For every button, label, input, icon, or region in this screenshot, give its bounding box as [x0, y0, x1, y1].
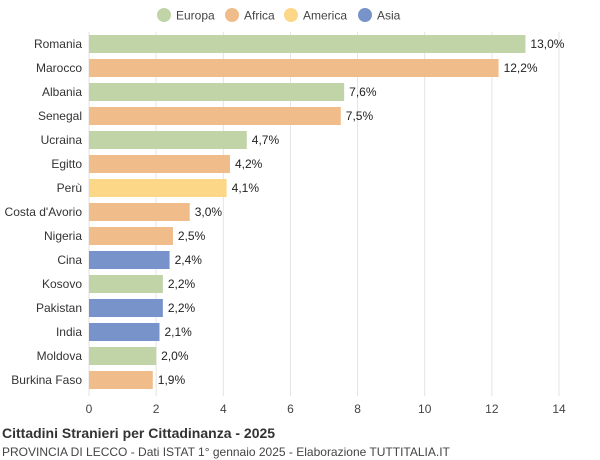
value-label-cina: 2,4% — [175, 253, 203, 267]
value-label-romania: 13,0% — [530, 37, 564, 51]
chart-title: Cittadini Stranieri per Cittadinanza - 2… — [2, 425, 276, 441]
category-label-marocco: Marocco — [36, 61, 82, 75]
bar-romania — [89, 35, 526, 53]
value-label-marocco: 12,2% — [504, 61, 538, 75]
category-label-ucraina: Ucraina — [41, 133, 83, 147]
legend: Europa Africa America Asia — [157, 8, 401, 23]
x-tick-label-4: 4 — [220, 402, 227, 416]
bar-egitto — [89, 155, 230, 173]
x-tick-label-10: 10 — [418, 402, 432, 416]
value-label-peru: 4,1% — [232, 181, 260, 195]
legend-label-asia: Asia — [377, 9, 401, 23]
category-label-romania: Romania — [34, 37, 82, 51]
value-label-ucraina: 4,7% — [252, 133, 280, 147]
x-tick-label-8: 8 — [354, 402, 361, 416]
x-axis-ticks: 0 2 4 6 8 10 12 14 — [86, 402, 566, 416]
legend-label-africa: Africa — [244, 9, 275, 23]
category-label-moldova: Moldova — [37, 349, 83, 363]
chart-subtitle: PROVINCIA DI LECCO - Dati ISTAT 1° genna… — [2, 445, 450, 459]
bars: Romania 13,0% Marocco 12,2% Albania 7,6% Seneg… — [5, 35, 565, 389]
bar-peru — [89, 179, 227, 197]
value-label-moldova: 2,0% — [161, 349, 189, 363]
category-label-costa-d-avorio: Costa d'Avorio — [5, 205, 83, 219]
bar-albania — [89, 83, 345, 101]
bar-senegal — [89, 107, 341, 125]
category-label-burkina-faso: Burkina Faso — [11, 373, 82, 387]
x-tick-label-2: 2 — [153, 402, 160, 416]
bar-costa-d-avorio — [89, 203, 190, 221]
value-label-albania: 7,6% — [349, 85, 377, 99]
value-label-costa-d-avorio: 3,0% — [195, 205, 223, 219]
value-label-burkina-faso: 1,9% — [158, 373, 186, 387]
category-label-kosovo: Kosovo — [42, 277, 82, 291]
value-label-pakistan: 2,2% — [168, 301, 196, 315]
bar-chart: Europa Africa America Asia Romania 13,0% Maro… — [5, 8, 566, 416]
value-label-kosovo: 2,2% — [168, 277, 196, 291]
x-tick-label-14: 14 — [552, 402, 566, 416]
category-label-egitto: Egitto — [51, 157, 82, 171]
category-label-nigeria: Nigeria — [44, 229, 82, 243]
category-label-albania: Albania — [42, 85, 82, 99]
legend-label-america: America — [303, 9, 347, 23]
category-label-peru: Perù — [57, 181, 82, 195]
category-label-india: India — [56, 325, 82, 339]
bar-india — [89, 323, 160, 341]
value-label-egitto: 4,2% — [235, 157, 263, 171]
bar-burkina-faso — [89, 371, 153, 389]
legend-label-europa: Europa — [176, 9, 215, 23]
x-tick-label-0: 0 — [86, 402, 93, 416]
value-label-senegal: 7,5% — [346, 109, 374, 123]
x-tick-label-12: 12 — [485, 402, 499, 416]
value-label-nigeria: 2,5% — [178, 229, 206, 243]
bar-kosovo — [89, 275, 163, 293]
bar-pakistan — [89, 299, 163, 317]
category-label-senegal: Senegal — [38, 109, 82, 123]
bar-marocco — [89, 59, 499, 77]
bar-nigeria — [89, 227, 173, 245]
category-label-pakistan: Pakistan — [36, 301, 82, 315]
legend-swatch-europa — [157, 8, 171, 22]
value-label-india: 2,1% — [165, 325, 193, 339]
legend-swatch-asia — [358, 8, 372, 22]
legend-swatch-africa — [225, 8, 239, 22]
bar-ucraina — [89, 131, 247, 149]
x-tick-label-6: 6 — [287, 402, 294, 416]
bar-cina — [89, 251, 170, 269]
bar-moldova — [89, 347, 157, 365]
legend-swatch-america — [284, 8, 298, 22]
category-label-cina: Cina — [57, 253, 82, 267]
